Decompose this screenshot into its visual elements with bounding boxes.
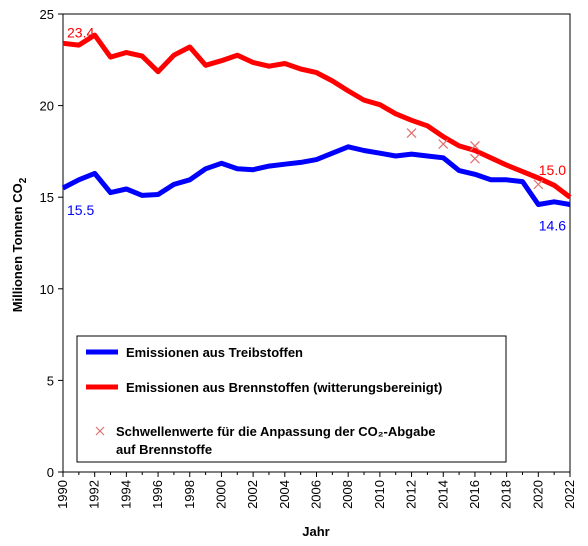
series-layer — [61, 32, 572, 207]
x-tick-label: 2008 — [340, 480, 355, 509]
series-line-brennstoffe — [62, 32, 572, 200]
x-tick-label: 1998 — [182, 480, 197, 509]
legend-marker-schwellenwerte — [95, 426, 105, 436]
threshold-marker — [470, 140, 480, 151]
x-axis-title: Jahr — [302, 524, 329, 539]
legend-box — [76, 335, 507, 463]
x-tick-label: 2002 — [245, 480, 260, 509]
x-tick-label: 2022 — [562, 480, 577, 509]
threshold-marker — [470, 153, 480, 164]
legend-label-brennstoffe: Emissionen aus Brennstoffen (witterungsb… — [126, 380, 442, 395]
y-axis: 0 5 10 15 20 25 — [40, 7, 63, 480]
series-line-treibstoffe — [61, 144, 571, 207]
y-tick-label: 15 — [40, 190, 54, 205]
value-label: 14.6 — [539, 218, 566, 234]
x-tick-label: 2016 — [467, 480, 482, 509]
threshold-marker — [406, 128, 417, 139]
value-label: 15.0 — [539, 162, 566, 178]
x-tick-label: 1992 — [87, 480, 102, 509]
x-tick-label: 2012 — [404, 480, 419, 509]
y-axis-title-subscript: 2 — [18, 177, 29, 183]
x-tick-label: 1996 — [150, 480, 165, 509]
x-axis: 1990 1992 1994 1996 1998 2000 2002 2004 2006 2008… — [55, 472, 577, 509]
x-tick-label: 2014 — [435, 480, 450, 509]
y-tick-label: 10 — [40, 282, 54, 297]
y-tick-label: 5 — [47, 373, 54, 388]
legend-label-schwellenwerte-line2: auf Brennstoffe — [116, 442, 212, 457]
y-axis-title: Millionen Tonnen CO2 — [10, 177, 29, 312]
legend: Emissionen aus Treibstoffen Emissionen a… — [76, 335, 507, 463]
y-tick-label: 0 — [47, 465, 54, 480]
x-tick-label: 2010 — [372, 480, 387, 509]
threshold-marker — [438, 139, 449, 149]
value-label: 23.4 — [67, 24, 94, 40]
legend-label-treibstoffe: Emissionen aus Treibstoffen — [126, 345, 303, 360]
y-tick-label: 25 — [40, 7, 54, 22]
x-tick-label: 2020 — [530, 480, 545, 509]
annotations: 23.4 15.5 15.0 14.6 — [67, 24, 566, 233]
x-tick-label: 2000 — [213, 480, 228, 509]
y-tick-label: 20 — [40, 99, 54, 114]
value-label: 15.5 — [67, 202, 94, 218]
threshold-marker — [533, 179, 544, 190]
legend-label-schwellenwerte-line1: Schwellenwerte für die Anpassung der CO₂… — [116, 424, 436, 439]
x-tick-label: 2004 — [277, 480, 292, 509]
x-tick-label: 2018 — [499, 480, 514, 509]
x-tick-label: 1990 — [55, 480, 70, 509]
x-tick-label: 1994 — [118, 480, 133, 509]
x-tick-label: 2006 — [309, 480, 324, 509]
